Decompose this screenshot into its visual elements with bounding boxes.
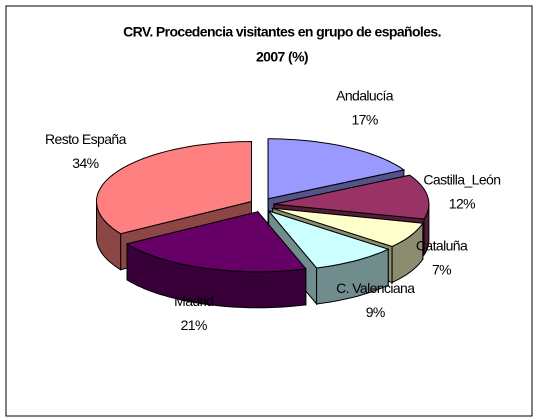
slice [267,209,390,269]
slice [272,207,424,248]
slice-value-label: 17% [351,112,377,128]
slice-value-label: 9% [366,304,385,320]
slice-value-label: 34% [72,155,98,171]
slice-label: Madrid [174,293,213,309]
slice-label: Castilla_León [423,171,500,187]
slice-value-label: 21% [181,317,207,333]
slice-label: C. Valenciana [336,280,415,296]
slice-value-label: 12% [449,195,475,211]
slice-label: Resto España [45,131,127,147]
chart-title: CRV. Procedencia visitantes en grupo de … [123,24,441,40]
slice-label: Andalucía [336,88,394,104]
slice-label: Cataluña [416,237,468,253]
slice [267,138,406,200]
slice [273,174,430,220]
chart-title: 2007 (%) [256,49,308,65]
slice [96,140,252,235]
slice [125,211,307,273]
slice-value-label: 7% [432,261,451,277]
